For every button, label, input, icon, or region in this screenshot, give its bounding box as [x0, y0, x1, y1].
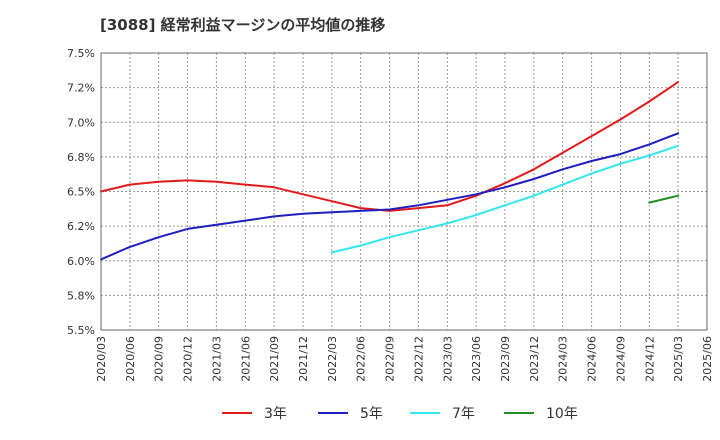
x-tick-label: 2024/03	[557, 336, 570, 382]
y-tick-label: 6.5%	[67, 186, 95, 199]
x-tick-label: 2020/03	[95, 336, 108, 382]
plot-border	[100, 52, 708, 331]
x-tick-label: 2021/06	[239, 336, 252, 382]
y-tick-label: 6.0%	[67, 255, 95, 268]
x-tick-label: 2020/09	[153, 336, 166, 382]
y-tick-label: 7.2%	[67, 82, 95, 95]
x-tick-label: 2020/06	[124, 336, 137, 382]
x-tick-label: 2023/09	[499, 336, 512, 382]
x-tick-label: 2022/12	[412, 336, 425, 382]
x-tick-label: 2024/09	[614, 336, 627, 382]
y-tick-label: 7.0%	[67, 116, 95, 129]
y-tick-label: 5.5%	[67, 324, 95, 337]
x-tick-label: 2025/03	[672, 336, 685, 382]
x-tick-label: 2021/09	[268, 336, 281, 382]
legend-label: 7年	[452, 406, 475, 422]
y-tick-label: 7.5%	[67, 47, 95, 60]
x-tick-label: 2022/06	[355, 336, 368, 382]
x-tick-label: 2023/03	[441, 336, 454, 382]
series-line-7年	[330, 144, 680, 254]
series-line-3年	[100, 81, 680, 212]
x-tick-label: 2022/03	[326, 336, 339, 382]
legend-label: 3年	[264, 406, 287, 422]
x-tick-label: 2020/12	[182, 336, 195, 382]
y-tick-label: 6.2%	[67, 220, 95, 233]
legend-label: 5年	[360, 406, 383, 422]
chart-title: [3088] 経常利益マージンの平均値の推移	[100, 16, 386, 34]
x-tick-label: 2024/06	[586, 336, 599, 382]
x-tick-label: 2023/06	[470, 336, 483, 382]
series-line-5年	[100, 132, 680, 261]
series-lines	[100, 81, 680, 261]
x-tick-label: 2025/06	[701, 336, 714, 382]
x-tick-label: 2024/12	[643, 336, 656, 382]
x-tick-label: 2023/12	[528, 336, 541, 382]
y-tick-label: 5.8%	[67, 289, 95, 302]
x-tick-label: 2021/12	[297, 336, 310, 382]
series-line-10年	[648, 194, 680, 204]
x-axis-ticks: 2020/03 2020/06 2020/09 2020/12 2021/03 2021/…	[95, 336, 714, 382]
y-tick-label: 6.8%	[67, 151, 95, 164]
legend: 3年 5年 7年 10年	[222, 406, 578, 422]
plot-background	[101, 53, 707, 330]
y-axis-ticks: 7.5% 7.2% 7.0% 6.8% 6.5% 6.2% 6.0% 5.8% 5.5%	[67, 47, 95, 337]
x-tick-label: 2021/03	[210, 336, 223, 382]
x-tick-label: 2022/09	[384, 336, 397, 382]
legend-label: 10年	[546, 406, 578, 422]
